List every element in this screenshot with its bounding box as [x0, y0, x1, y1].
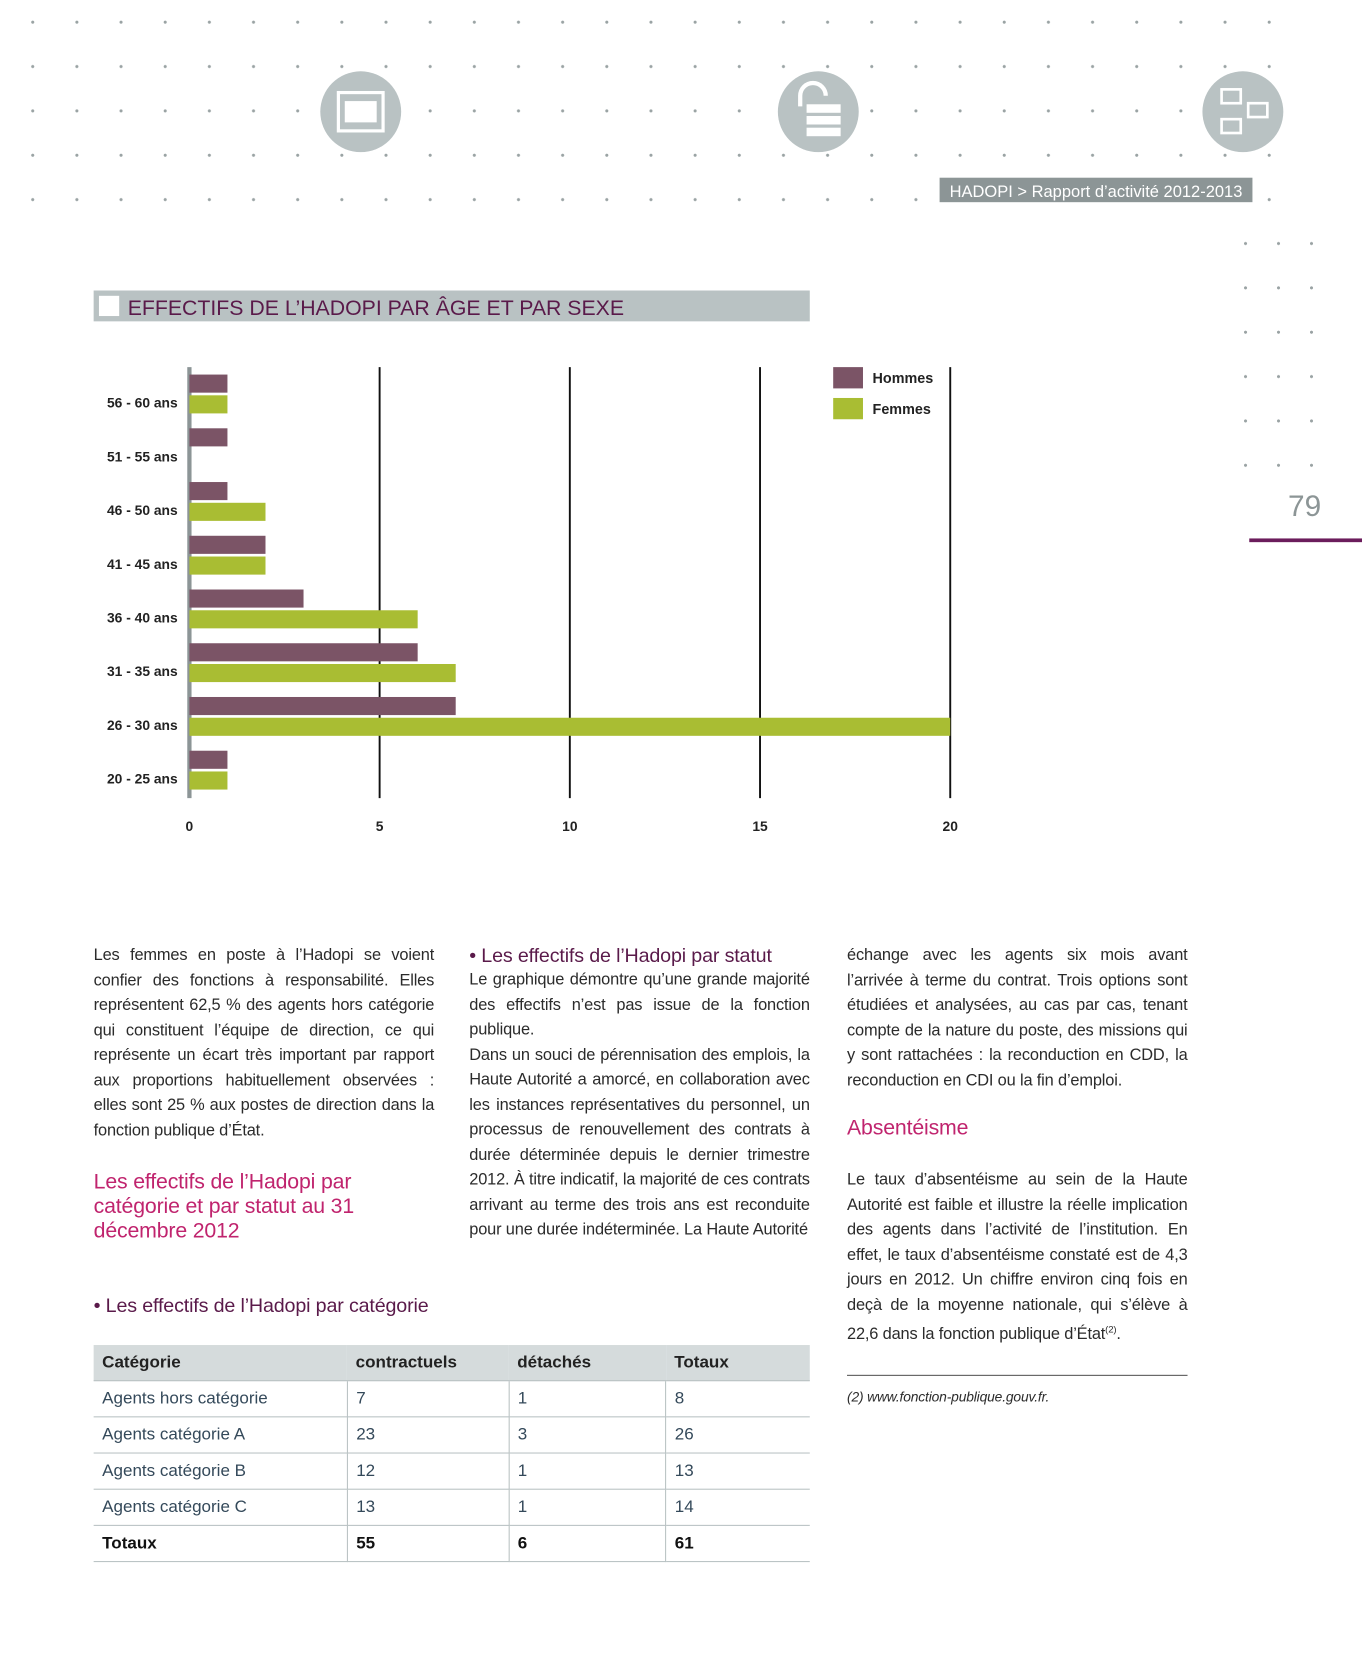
bar [189, 696, 456, 716]
table-row: Totaux 55 6 61 [93, 1525, 810, 1563]
text: Le taux d’absentéisme au sein de la Haut… [847, 1170, 1188, 1344]
bar [189, 750, 228, 769]
x-tick-label: 10 [562, 818, 578, 834]
table-body: Agents hors catégorie 7 1 8 Agents catégorie… [93, 1380, 810, 1563]
subheading: • Les effectifs de l’Hadopi par catégori… [93, 1293, 429, 1317]
bar [189, 643, 418, 662]
y-tick-label: 20 - 25 ans [107, 771, 178, 787]
chart-title-bg [93, 290, 810, 322]
chart: HADOPI > Rapport d’activité 2012-2013 79… [93, 71, 1362, 834]
table-row: Agents catégorie B 12 1 13 [93, 1453, 810, 1490]
text: . [1116, 1324, 1121, 1344]
header-icons [320, 71, 1284, 153]
table-cell: Agents catégorie A [93, 1416, 348, 1454]
bar [189, 482, 228, 501]
bar [189, 395, 228, 414]
table-cell: Totaux [93, 1525, 348, 1563]
table-cell: Agents hors catégorie [93, 1380, 348, 1418]
table-cell: 1 [508, 1489, 667, 1526]
bar [189, 717, 951, 736]
table-cell: Agents catégorie B [93, 1453, 348, 1490]
y-tick-label: 41 - 45 ans [107, 556, 178, 572]
paragraph: Les femmes en poste à l’Hadopi se voient… [93, 945, 435, 1140]
footnote: (2) www.fonction-publique.gouv.fr. [847, 1374, 1188, 1409]
bar [189, 535, 266, 554]
table-cell: 61 [665, 1525, 810, 1563]
table-cell: 13 [347, 1489, 510, 1526]
table-cell: 8 [665, 1380, 810, 1418]
paragraph: échange avec les agents six mois avant l… [847, 945, 1188, 1090]
legend-swatch [833, 367, 863, 389]
table-cell: 3 [508, 1416, 667, 1454]
bar [189, 502, 266, 521]
x-tick-label: 5 [376, 818, 384, 834]
bar [189, 771, 228, 790]
y-tick-label: 51 - 55 ans [107, 448, 178, 464]
column-header: contractuels [347, 1345, 509, 1382]
heading: Absentéisme [847, 1116, 969, 1140]
subheading: • Les effectifs de l’Hadopi par statut [469, 943, 772, 967]
column-2: • Les effectifs de l’Hadopi par statut L… [469, 943, 810, 1243]
bar [189, 556, 266, 575]
table-cell: 12 [347, 1453, 510, 1490]
table-row: Agents catégorie A 23 3 26 [93, 1416, 810, 1454]
table-cell: 14 [665, 1489, 810, 1526]
paragraph: Le taux d’absentéisme au sein de la Haut… [847, 1167, 1188, 1346]
bar [189, 589, 304, 608]
y-tick-label: 31 - 35 ans [107, 663, 178, 679]
x-tick-label: 0 [186, 818, 194, 834]
y-tick-label: 36 - 40 ans [107, 609, 178, 625]
title-square [98, 295, 120, 317]
y-tick-label: 56 - 60 ans [107, 395, 178, 411]
paragraph: Dans un souci de pérennisation des emplo… [469, 1045, 810, 1239]
note-ref: (2) [1105, 1323, 1117, 1335]
y-tick-label: 46 - 50 ans [107, 502, 178, 518]
table-cell: 23 [347, 1416, 510, 1454]
legend-swatch [833, 397, 863, 420]
bar [189, 428, 228, 447]
running-title-bg [939, 177, 1253, 203]
table-header: Catégorie contractuels détachés Totaux [93, 1345, 810, 1382]
table-cell: 1 [508, 1453, 667, 1490]
x-tick-label: 20 [943, 818, 959, 834]
table: Catégorie contractuels détachés Totaux Agen… [93, 1345, 810, 1563]
table-cell: 26 [665, 1416, 810, 1454]
chart-title: EFFECTIFS DE L’HADOPI PAR ÂGE ET PAR SEX… [128, 295, 624, 320]
column-1: Les femmes en poste à l’Hadopi se voient… [94, 943, 435, 1244]
paragraph: Le graphique démontre qu’une grande majo… [469, 970, 810, 1039]
table-cell: 55 [347, 1525, 510, 1563]
bar [189, 374, 228, 393]
table-cell: 13 [665, 1453, 810, 1490]
dot-pattern [1223, 221, 1341, 477]
bar [189, 663, 456, 683]
table-cell: Agents catégorie C [93, 1489, 348, 1526]
bar [189, 610, 418, 629]
page-number-rule [1249, 538, 1362, 543]
table-cell: 6 [508, 1525, 667, 1563]
heading: Les effectifs de l’Hadopi par catégorie … [93, 1170, 355, 1243]
x-tick-label: 15 [752, 818, 768, 834]
column-header: détachés [508, 1345, 666, 1382]
column-3: échange avec les agents six mois avant l… [847, 943, 1188, 1409]
table-row: Agents catégorie C 13 1 14 [93, 1489, 810, 1526]
running-title: HADOPI > Rapport d’activité 2012-2013 [950, 183, 1243, 201]
table-cell: 1 [508, 1380, 667, 1418]
column-header: Catégorie [93, 1345, 348, 1382]
page-number: 79 [1288, 490, 1321, 523]
y-tick-label: 26 - 30 ans [107, 717, 178, 733]
table-row: Agents hors catégorie 7 1 8 [93, 1380, 810, 1418]
table-cell: 7 [347, 1380, 510, 1418]
legend-label: Femmes [873, 402, 931, 418]
legend-label: Hommes [873, 371, 934, 387]
column-header: Totaux [665, 1345, 810, 1382]
